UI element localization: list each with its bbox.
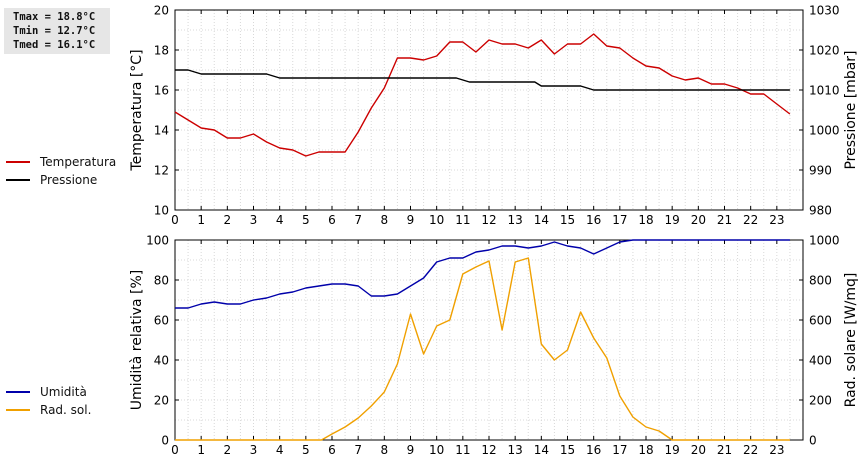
bottom-series-line-0 [175, 239, 790, 309]
legend-label-pressione: Pressione [40, 173, 98, 187]
top-x-tick-label: 19 [665, 213, 680, 227]
stats-box: Tmax = 18.8°C Tmin = 12.7°C Tmed = 16.1°… [4, 8, 110, 54]
bottom-x-tick-label: 9 [407, 443, 415, 457]
bottom-y-right-tick-label: 1000 [809, 234, 840, 248]
top-y-tick-label: 12 [154, 164, 169, 178]
top-x-tick-label: 3 [250, 213, 258, 227]
legend-item-pressione: Pressione [6, 171, 116, 189]
bottom-x-tick-label: 5 [302, 443, 310, 457]
top-y-right-axis-label: Pressione [mbar] [843, 50, 859, 169]
tmed-text: Tmed = 16.1°C [13, 39, 96, 51]
bottom-x-tick-label: 19 [665, 443, 680, 457]
bottom-y-right-tick-label: 800 [809, 274, 832, 288]
top-x-tick-label: 12 [481, 213, 496, 227]
bottom-x-tick-label: 18 [638, 443, 653, 457]
bottom-x-tick-label: 7 [354, 443, 362, 457]
bottom-x-tick-label: 12 [481, 443, 496, 457]
bottom-y-tick-label: 20 [154, 394, 169, 408]
top-x-tick-label: 16 [586, 213, 601, 227]
top-x-tick-label: 2 [224, 213, 232, 227]
top-y-right-tick-label: 1020 [809, 44, 840, 58]
legend-swatch-temperatura [6, 161, 30, 163]
tmin-text: Tmin = 12.7°C [13, 25, 96, 37]
top-x-tick-label: 14 [534, 213, 549, 227]
top-y-axis-label: Temperatura [°C] [129, 49, 145, 171]
bottom-x-tick-label: 23 [769, 443, 784, 457]
bottom-x-tick-label: 17 [612, 443, 627, 457]
bottom-x-tick-label: 10 [429, 443, 444, 457]
bottom-x-tick-label: 8 [381, 443, 389, 457]
top-y-right-tick-label: 1000 [809, 124, 840, 138]
bottom-x-tick-label: 21 [717, 443, 732, 457]
tmax-text: Tmax = 18.8°C [13, 11, 96, 23]
legend-label-temperatura: Temperatura [40, 155, 117, 169]
bottom-y-right-tick-label: 200 [809, 394, 832, 408]
top-x-tick-label: 18 [638, 213, 653, 227]
bottom-x-tick-label: 6 [328, 443, 336, 457]
bottom-x-tick-label: 15 [560, 443, 575, 457]
top-x-tick-label: 4 [276, 213, 284, 227]
bottom-x-tick-label: 4 [276, 443, 284, 457]
bottom-y-right-axis-label: Rad. solare [W/mq] [843, 273, 859, 408]
top-x-tick-label: 23 [769, 213, 784, 227]
top-y-right-tick-label: 1030 [809, 4, 840, 18]
legend-swatch-radsol [6, 409, 30, 411]
top-x-tick-label: 1 [197, 213, 205, 227]
bottom-y-tick-label: 100 [146, 234, 169, 248]
top-x-tick-label: 15 [560, 213, 575, 227]
top-x-tick-label: 20 [691, 213, 706, 227]
top-x-tick-label: 11 [455, 213, 470, 227]
top-x-tick-label: 0 [171, 213, 179, 227]
bottom-x-tick-label: 0 [171, 443, 179, 457]
bottom-y-right-tick-label: 0 [809, 434, 817, 448]
top-x-tick-label: 22 [743, 213, 758, 227]
top-series-line-1 [175, 69, 790, 91]
legend-item-temperatura: Temperatura [6, 153, 116, 171]
legend-label-radsol: Rad. sol. [40, 403, 92, 417]
top-x-tick-label: 7 [354, 213, 362, 227]
legend-label-umidita: Umidità [40, 385, 87, 399]
top-y-tick-label: 10 [154, 204, 169, 218]
top-y-right-tick-label: 990 [809, 164, 832, 178]
bottom-series-line-1 [175, 257, 790, 441]
legend-top: Temperatura Pressione [6, 153, 116, 189]
bottom-y-tick-label: 40 [154, 354, 169, 368]
bottom-x-tick-label: 13 [508, 443, 523, 457]
top-x-tick-label: 9 [407, 213, 415, 227]
top-x-tick-label: 21 [717, 213, 732, 227]
top-y-tick-label: 18 [154, 44, 169, 58]
top-x-tick-label: 17 [612, 213, 627, 227]
bottom-y-axis-label: Umidità relativa [%] [129, 270, 145, 411]
bottom-y-right-tick-label: 600 [809, 314, 832, 328]
bottom-y-right-tick-label: 400 [809, 354, 832, 368]
top-x-tick-label: 5 [302, 213, 310, 227]
top-y-tick-label: 20 [154, 4, 169, 18]
bottom-x-tick-label: 3 [250, 443, 258, 457]
bottom-y-tick-label: 60 [154, 314, 169, 328]
bottom-x-tick-label: 14 [534, 443, 549, 457]
top-x-tick-label: 13 [508, 213, 523, 227]
top-y-tick-label: 16 [154, 84, 169, 98]
bottom-y-tick-label: 0 [161, 434, 169, 448]
top-x-tick-label: 8 [381, 213, 389, 227]
bottom-x-tick-label: 11 [455, 443, 470, 457]
bottom-x-tick-label: 2 [224, 443, 232, 457]
bottom-y-tick-label: 80 [154, 274, 169, 288]
top-x-tick-label: 6 [328, 213, 336, 227]
bottom-x-tick-label: 1 [197, 443, 205, 457]
bottom-x-tick-label: 22 [743, 443, 758, 457]
legend-swatch-umidita [6, 391, 30, 393]
legend-item-radsol: Rad. sol. [6, 401, 91, 419]
top-y-tick-label: 14 [154, 124, 169, 138]
bottom-x-tick-label: 16 [586, 443, 601, 457]
top-series-line-0 [174, 33, 791, 157]
bottom-x-tick-label: 20 [691, 443, 706, 457]
top-y-right-tick-label: 980 [809, 204, 832, 218]
legend-swatch-pressione [6, 179, 30, 181]
top-y-right-tick-label: 1010 [809, 84, 840, 98]
top-x-tick-label: 10 [429, 213, 444, 227]
legend-item-umidita: Umidità [6, 383, 87, 401]
